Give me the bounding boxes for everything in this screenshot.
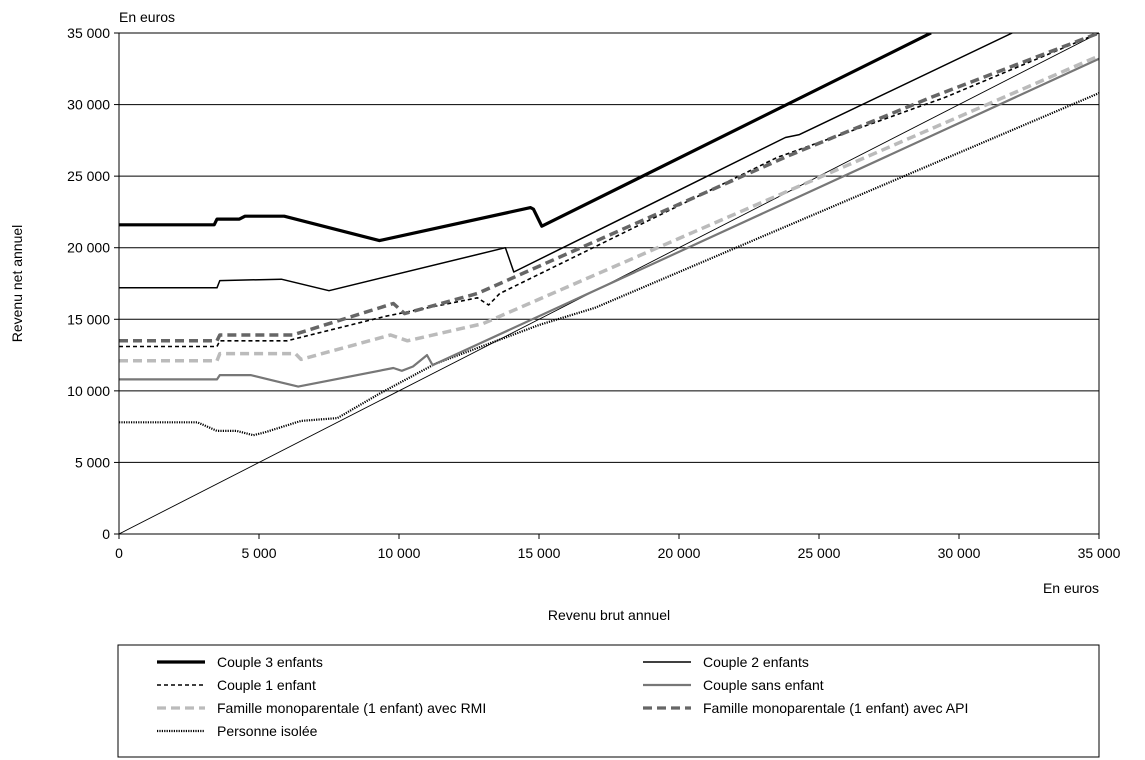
y-tick-label: 10 000 (67, 383, 110, 399)
y-unit-label: En euros (119, 9, 175, 25)
legend-label: Personne isolée (217, 723, 318, 739)
tick-labels: 0 5 000 10 000 15 000 20 000 25 000 30 000 35 0… (67, 25, 1120, 561)
y-tick-label: 25 000 (67, 168, 110, 184)
legend-label: Couple 3 enfants (217, 654, 323, 670)
y-tick-label: 5 000 (75, 454, 110, 470)
x-tick-label: 10 000 (378, 545, 421, 561)
legend-label: Couple 1 enfant (217, 677, 316, 693)
x-tick-label: 20 000 (658, 545, 701, 561)
series-lines (119, 33, 1099, 534)
legend: Couple 3 enfants Couple 2 enfants Couple 1… (117, 644, 1100, 758)
x-tick-label: 35 000 (1078, 545, 1121, 561)
y-tick-label: 20 000 (67, 240, 110, 256)
x-tick-label: 5 000 (241, 545, 276, 561)
series-line (119, 33, 1099, 343)
x-tick-label: 15 000 (518, 545, 561, 561)
x-tick-label: 30 000 (938, 545, 981, 561)
x-unit-label: En euros (1043, 580, 1099, 596)
y-axis-title: Revenu net annuel (9, 225, 25, 343)
x-axis-title: Revenu brut annuel (548, 607, 670, 623)
series-line (119, 57, 1099, 388)
y-tick-label: 35 000 (67, 25, 110, 41)
legend-box (117, 644, 1100, 758)
legend-label: Couple sans enfant (703, 677, 824, 693)
legend-label: Couple 2 enfants (703, 654, 809, 670)
legend-label: Famille monoparentale (1 enfant) avec AP… (703, 700, 968, 716)
y-tick-label: 0 (102, 526, 110, 542)
axes (118, 33, 1100, 535)
series-line (119, 33, 1099, 348)
legend-label: Famille monoparentale (1 enfant) avec RM… (217, 700, 486, 716)
gridlines (119, 32, 1099, 463)
series-line (119, 54, 1099, 363)
y-tick-label: 15 000 (67, 311, 110, 327)
x-tick-label: 0 (115, 545, 123, 561)
series-line (119, 33, 1013, 292)
x-tick-label: 25 000 (798, 545, 841, 561)
y-tick-label: 30 000 (67, 97, 110, 113)
series-line (119, 33, 932, 243)
series-line (119, 92, 1099, 437)
